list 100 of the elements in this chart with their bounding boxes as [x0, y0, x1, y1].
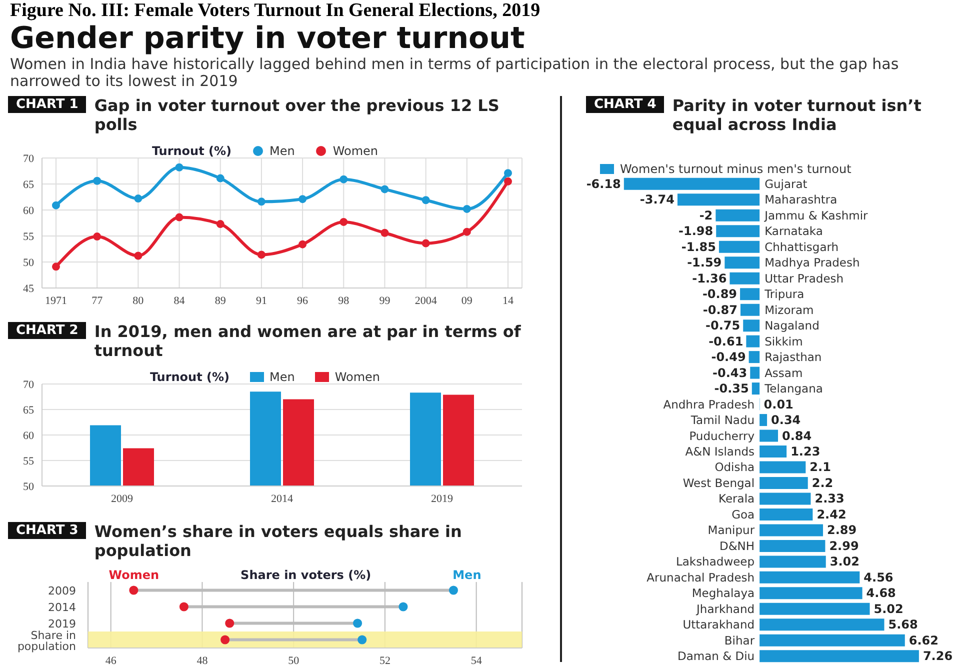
x-tick-label: 77	[92, 294, 104, 307]
bar	[740, 288, 760, 300]
y-tick-label: Karnataka	[764, 224, 823, 238]
bar	[760, 618, 884, 631]
bar	[760, 556, 826, 568]
x-tick-label: 2014	[271, 492, 294, 505]
y-tick-label: 2014	[48, 600, 76, 614]
bar	[760, 461, 806, 474]
point	[93, 176, 102, 185]
x-tick-label: 09	[461, 294, 473, 307]
caption: CHART 2	[8, 322, 86, 339]
data-label: -0.43	[712, 366, 748, 380]
legend-title: Turnout (%)	[152, 144, 232, 158]
y-tick-label: West Bengal	[682, 476, 755, 490]
point	[340, 218, 348, 226]
chart-title: In 2019, men and women are at par in terms of turnout	[94, 322, 522, 360]
point	[225, 618, 234, 628]
data-label: -0.61	[708, 334, 744, 348]
y-tick-label: 45	[23, 282, 34, 295]
y-tick-label: 50	[23, 256, 34, 269]
y-tick-label: 65	[23, 404, 34, 416]
y-tick-label: 60	[23, 430, 34, 442]
bar	[760, 571, 860, 584]
point	[398, 602, 408, 612]
bar	[743, 320, 760, 332]
caption: CHART 1	[8, 96, 86, 113]
y-tick-label: Maharashtra	[764, 192, 838, 207]
point	[380, 228, 389, 237]
y-tick-label: 65	[23, 178, 34, 191]
point	[220, 635, 230, 644]
y-tick-label: Lakshadweep	[676, 554, 755, 569]
x-tick-label: 1971	[45, 294, 67, 307]
x-tick-label: 48	[196, 654, 208, 666]
point	[216, 220, 224, 228]
x-tick-label: 54	[470, 654, 482, 666]
data-label: 2.1	[810, 460, 831, 474]
bar	[760, 540, 826, 552]
data-label: -1.98	[678, 224, 714, 238]
x-tick-label: 96	[297, 294, 309, 307]
caption: CHART 4	[586, 96, 664, 113]
x-tick-label: 2009	[111, 492, 134, 505]
data-label: 5.68	[888, 618, 918, 632]
bar	[760, 414, 768, 426]
bar	[677, 194, 760, 206]
point	[353, 618, 362, 628]
bar	[760, 476, 808, 489]
legend-label: Women's turnout minus men's turnout	[620, 162, 852, 176]
text: Figure No. III: Female Voters Turnout In General Elections, 2019	[10, 0, 542, 22]
y-tick-label: 55	[23, 230, 34, 243]
point	[52, 262, 60, 271]
x-tick-label: 99	[379, 294, 391, 307]
x-tick-label: 46	[105, 654, 117, 666]
y-tick-label: 70	[23, 378, 34, 391]
data-label: 6.62	[908, 633, 938, 648]
y-tick-label: 2019	[48, 617, 76, 630]
data-label: 1.23	[790, 444, 820, 458]
data-label: -1.36	[692, 271, 727, 286]
bar	[760, 602, 870, 615]
y-tick-label: Sikkim	[764, 334, 803, 348]
data-label: -0.89	[702, 287, 738, 302]
x-tick-label: 84	[174, 294, 186, 307]
point	[462, 228, 471, 236]
data-label: 3.02	[830, 554, 860, 569]
data-label: 4.56	[864, 570, 894, 584]
data-label: 5.02	[874, 602, 904, 616]
x-tick-label: 89	[214, 294, 226, 307]
y-tick-label: Nagaland	[764, 318, 820, 333]
bar	[740, 304, 760, 316]
bar	[760, 587, 862, 600]
x-tick-label: 98	[338, 294, 350, 307]
data-label: 2.33	[814, 492, 844, 506]
data-label: -6.18	[586, 176, 621, 191]
y-tick-label: Arunachal Pradesh	[646, 570, 755, 584]
y-tick-label: 50	[23, 480, 34, 493]
legend-label: Women	[334, 370, 380, 384]
bar	[760, 508, 813, 520]
point	[298, 240, 307, 248]
point	[448, 586, 458, 595]
point	[134, 194, 142, 203]
chart-title: Gap in voter turnout over the previous 12 LS polls	[94, 96, 500, 134]
data-label: 7.26	[922, 649, 953, 664]
data-label: 2.42	[816, 507, 846, 522]
y-tick-label: 55	[23, 455, 34, 468]
y-tick-label: Tamil Nadu	[690, 413, 755, 428]
caption: CHART 3	[8, 522, 86, 539]
y-tick-label: Odisha	[714, 460, 755, 474]
data-label: 4.68	[866, 586, 896, 600]
point	[52, 201, 60, 210]
legend-label: Men	[270, 370, 295, 384]
data-label: 2.99	[829, 538, 859, 553]
text: Gender parity in voter turnout	[10, 21, 526, 56]
y-tick-label: Jharkhand	[696, 602, 755, 616]
point	[129, 586, 138, 595]
y-tick-label: Mizoram	[764, 302, 814, 317]
data-label: 0.34	[771, 413, 801, 428]
bar	[760, 650, 919, 662]
y-tick-label: Madhya Pradesh	[764, 256, 860, 270]
bar	[752, 382, 760, 395]
bar	[760, 430, 778, 442]
y-tick-label: Bihar	[724, 633, 755, 648]
